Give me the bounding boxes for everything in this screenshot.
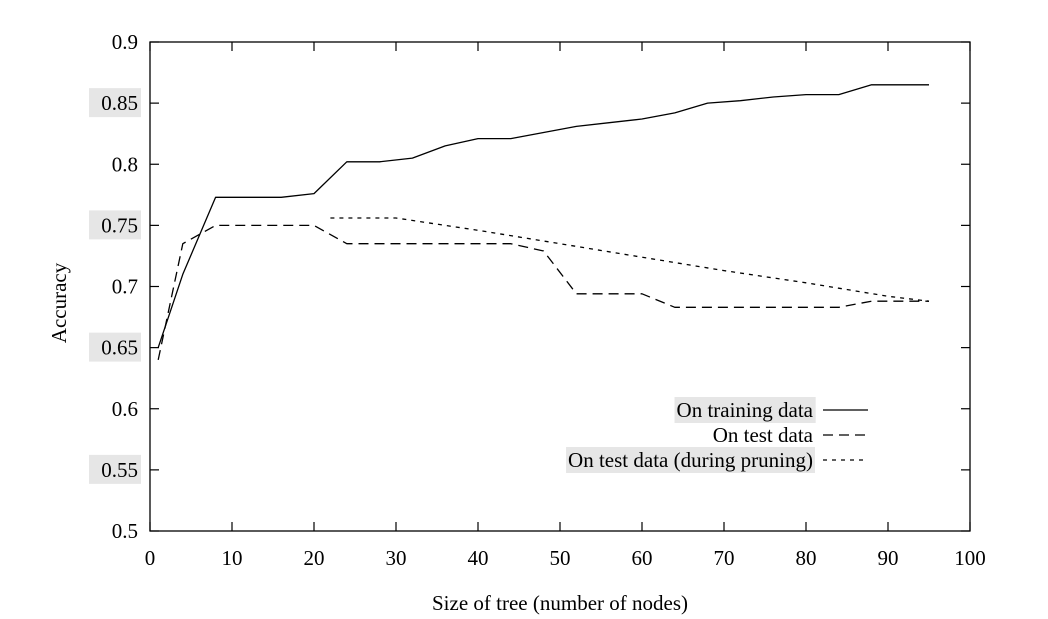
x-tick-label: 0 bbox=[145, 546, 156, 570]
y-tick-label-highlight bbox=[89, 210, 141, 240]
y-tick-label: 0.65 bbox=[101, 336, 138, 360]
x-tick-label: 60 bbox=[632, 546, 653, 570]
legend-label-highlight bbox=[566, 447, 815, 473]
series-line-on-training-data bbox=[157, 84, 929, 348]
y-tick-label: 0.55 bbox=[101, 458, 138, 482]
legend-label-highlight bbox=[674, 397, 816, 423]
y-tick-label: 0.75 bbox=[101, 213, 138, 237]
y-axis-title: Accuracy bbox=[47, 262, 71, 343]
x-axis-title: Size of tree (number of nodes) bbox=[432, 591, 688, 615]
y-tick-label: 0.8 bbox=[112, 152, 138, 176]
y-tick-label: 0.85 bbox=[101, 91, 138, 115]
x-tick-label: 50 bbox=[550, 546, 571, 570]
x-tick-label: 100 bbox=[954, 546, 986, 570]
series-line-on-test-data bbox=[157, 224, 929, 361]
y-tick-label: 0.7 bbox=[112, 275, 138, 299]
y-tick-label: 0.9 bbox=[112, 30, 138, 54]
x-tick-label: 20 bbox=[304, 546, 325, 570]
x-tick-label: 70 bbox=[714, 546, 735, 570]
legend-label: On training data bbox=[677, 398, 814, 422]
y-tick-label-highlight bbox=[89, 332, 141, 362]
series-line-on-test-data-during-pruning bbox=[330, 217, 930, 302]
legend-label: On test data (during pruning) bbox=[568, 448, 813, 472]
plot-area: 0.5 0.55 0.6 0.65 0.7 0.75 0.8 0.85 0.9 0 10 20 30 40… bbox=[89, 30, 986, 570]
y-tick-label-highlight bbox=[89, 454, 141, 484]
legend-label: On test data bbox=[713, 423, 814, 447]
x-tick-label: 80 bbox=[796, 546, 817, 570]
y-tick-label-highlight bbox=[89, 88, 141, 118]
y-tick-label: 0.5 bbox=[112, 519, 138, 543]
x-tick-label: 90 bbox=[878, 546, 899, 570]
x-tick-label: 40 bbox=[468, 546, 489, 570]
plot-frame bbox=[149, 41, 971, 532]
x-tick-label: 10 bbox=[222, 546, 243, 570]
x-tick-label: 30 bbox=[386, 546, 407, 570]
y-tick-label: 0.6 bbox=[112, 397, 138, 421]
